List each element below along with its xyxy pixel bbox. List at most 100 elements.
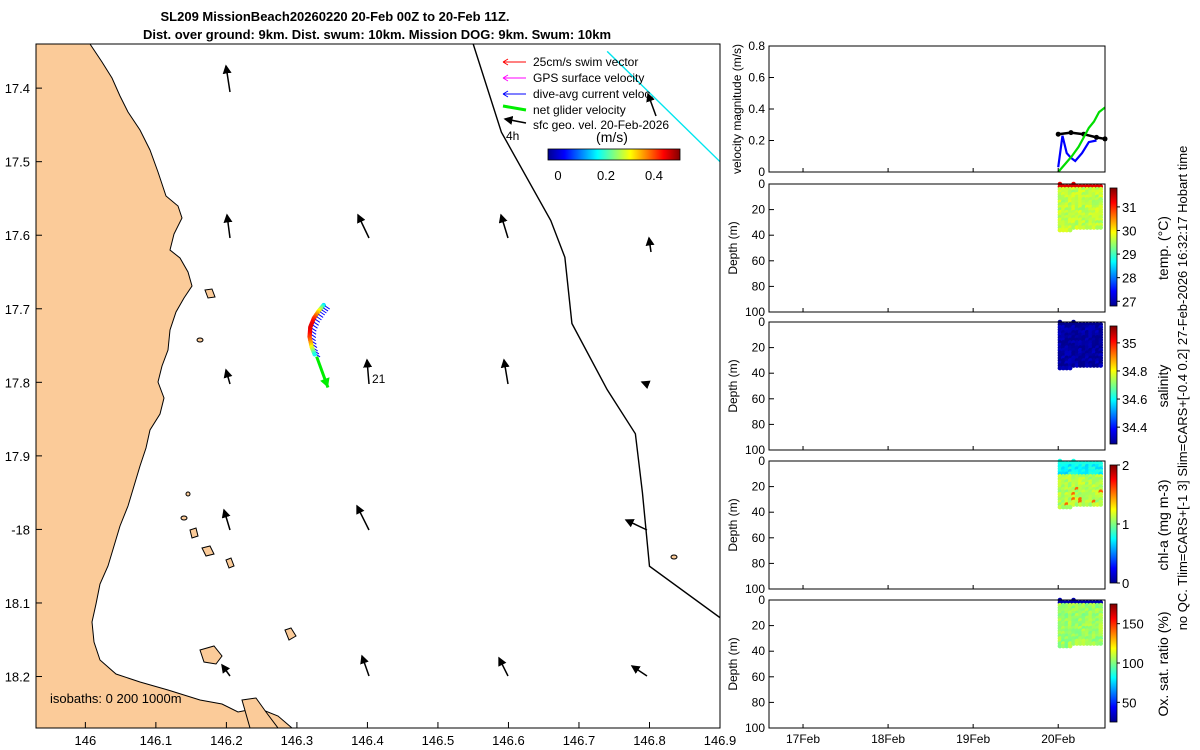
geo-arrow bbox=[500, 358, 510, 385]
chla-data-point bbox=[1057, 504, 1063, 510]
temperature-data-point bbox=[1098, 225, 1104, 230]
chla-data-point bbox=[1064, 504, 1070, 510]
map-x-axis: 146 146.1 146.2 146.3 146.4 146.5 146.6 146.7 14… bbox=[75, 722, 737, 748]
chla-y-tick-label: 0 bbox=[758, 454, 765, 468]
salinity-colorbar-tick-label: 34.8 bbox=[1122, 364, 1147, 379]
salinity-colorbar-label: salinity bbox=[1155, 365, 1171, 408]
temperature-data-point bbox=[1064, 227, 1070, 233]
salinity-data-point bbox=[1081, 363, 1087, 368]
panel-velocity: 0 0.2 0.4 0.6 0.8 velocity magnitude (m/s) bbox=[730, 39, 1108, 179]
chla-colorbar bbox=[1109, 464, 1118, 584]
geo-arrow bbox=[223, 368, 233, 385]
geo-arrow bbox=[360, 654, 370, 677]
geo-arrow bbox=[630, 665, 648, 677]
legend-swim-vector: 25cm/s swim vector bbox=[502, 55, 638, 69]
speed-colorbar-label: (m/s) bbox=[596, 129, 628, 145]
oxygen-data-point bbox=[1064, 643, 1070, 649]
chla-data-point bbox=[1088, 502, 1093, 507]
temperature-colorbar-tick-label: 31 bbox=[1122, 200, 1136, 215]
legend-label-dive-avg: dive-avg current veloc. bbox=[533, 87, 654, 101]
legend-dive-avg-current: dive-avg current veloc. bbox=[502, 87, 654, 101]
salinity-y-tick-label: 40 bbox=[752, 366, 766, 380]
salinity-colorbar-tick-label: 34.6 bbox=[1122, 392, 1147, 407]
speed-colorbar-tick: 0.2 bbox=[597, 168, 615, 183]
geo-arrow bbox=[498, 213, 509, 239]
track-time-label: 21 bbox=[372, 372, 386, 386]
velocity-y-axis-label: velocity magnitude (m/s) bbox=[730, 44, 744, 174]
legend-swatch-head bbox=[502, 74, 509, 82]
temperature-colorbar bbox=[1109, 187, 1118, 307]
legend-label-swim: 25cm/s swim vector bbox=[533, 55, 638, 69]
geo-arrow bbox=[221, 663, 231, 677]
salinity-y-tick-label: 20 bbox=[752, 341, 766, 355]
chla-colorbar-tick-label: 1 bbox=[1122, 517, 1129, 532]
panel-temperature: 27 28 29 30 31 temp. (°C) 0 20 40 60 80 100 Depth (m… bbox=[726, 177, 1171, 319]
temperature-data-point bbox=[1061, 227, 1066, 233]
velocity-point bbox=[1055, 131, 1061, 137]
coastline-land bbox=[36, 44, 293, 728]
chla-data-point bbox=[1081, 502, 1087, 507]
map-y-tick-label: 17.8 bbox=[5, 375, 30, 390]
geo-arrow bbox=[624, 519, 648, 531]
temperature-data-point bbox=[1095, 225, 1100, 230]
chla-colorbar-tick-label: 2 bbox=[1122, 458, 1129, 473]
salinity-data-point bbox=[1057, 365, 1063, 371]
net-glider-velocity-arrowhead bbox=[320, 377, 330, 388]
velocity-point bbox=[1093, 134, 1099, 140]
legend-label-gps: GPS surface velocity bbox=[533, 71, 644, 85]
panel-oxygen: 50 100 150 Ox. sat. ratio (%) 0 20 40 60 80 100 De… bbox=[726, 593, 1171, 735]
chla-data-point bbox=[1074, 502, 1080, 507]
geo-arrow bbox=[357, 213, 370, 239]
chla-y-axis-label: Depth (m) bbox=[726, 498, 740, 551]
velocity-plot-area bbox=[769, 46, 1105, 172]
temperature-colorbar-label: temp. (°C) bbox=[1155, 216, 1171, 280]
velocity-point bbox=[1068, 130, 1074, 136]
speed-colorbar-tick: 0 bbox=[554, 168, 561, 183]
glider-track bbox=[307, 302, 330, 358]
map-x-tick-label: 146 bbox=[75, 733, 97, 748]
temperature-colorbar-tick-label: 27 bbox=[1122, 294, 1136, 309]
salinity-data-point bbox=[1098, 363, 1104, 368]
title-line-1: SL209 MissionBeach20260220 20-Feb 00Z to… bbox=[161, 9, 510, 24]
velocity-y-tick-label: 0 bbox=[758, 165, 765, 179]
salinity-data-point bbox=[1078, 363, 1083, 368]
geo-arrow bbox=[645, 236, 655, 253]
oxygen-data-point bbox=[1088, 641, 1093, 646]
chla-y-tick-label: 20 bbox=[752, 480, 766, 494]
temperature-data-point bbox=[1088, 225, 1093, 230]
time-tick-label: 20Feb bbox=[1041, 732, 1075, 746]
panel-salinity: 34.4 34.6 34.8 35 salinity 0 20 40 60 80 100 Depth … bbox=[726, 315, 1171, 457]
chla-data-point bbox=[1067, 504, 1073, 510]
oxygen-data-point bbox=[1067, 643, 1073, 649]
chla-colorbar-tick-label: 0 bbox=[1122, 576, 1129, 591]
island-south-3 bbox=[284, 627, 297, 641]
oxygen-data-point bbox=[1091, 641, 1097, 646]
reef-islet bbox=[670, 554, 678, 560]
oxygen-data-point bbox=[1081, 641, 1087, 646]
chla-data-point bbox=[1084, 502, 1090, 507]
geo-arrow bbox=[646, 92, 657, 117]
panel-chla: 0 1 2 chl-a (mg m-3) 0 20 40 60 80 100 Depth (m) bbox=[726, 454, 1171, 596]
salinity-y-axis-label: Depth (m) bbox=[726, 359, 740, 412]
salinity-y-tick-label: 80 bbox=[752, 417, 766, 431]
salinity-colorbar bbox=[1109, 325, 1118, 445]
oxygen-colorbar bbox=[1109, 603, 1118, 723]
chla-data-point bbox=[1078, 502, 1083, 507]
map-x-tick-label: 146.7 bbox=[563, 733, 596, 748]
chla-data-point bbox=[1095, 502, 1100, 507]
island-mid-3 bbox=[225, 557, 235, 569]
island-north bbox=[204, 288, 216, 299]
map-legend: 25cm/s swim vector GPS surface velocity … bbox=[502, 55, 669, 143]
island-south-2 bbox=[241, 697, 279, 728]
map-x-tick-label: 146.9 bbox=[704, 733, 737, 748]
temperature-frame bbox=[768, 183, 1106, 313]
salinity-data-point bbox=[1088, 363, 1093, 368]
chla-data-point bbox=[1098, 502, 1104, 507]
geo-arrow bbox=[640, 380, 651, 389]
chla-y-tick-label: 80 bbox=[752, 556, 766, 570]
temperature-data-point bbox=[1084, 225, 1090, 230]
legend-swatch-head bbox=[502, 58, 509, 66]
oxygen-data-point bbox=[1095, 641, 1100, 646]
map-y-tick-label: 17.4 bbox=[5, 81, 30, 96]
salinity-y-tick-label: 60 bbox=[752, 392, 766, 406]
